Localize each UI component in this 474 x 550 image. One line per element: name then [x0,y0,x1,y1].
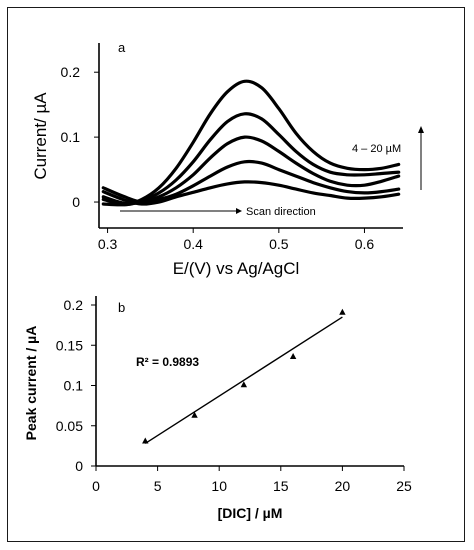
voltammogram-curve-3 [101,135,401,206]
voltammogram-curve-4 [101,112,401,207]
panel-b-x-tick-label: 15 [273,478,289,494]
panel-a-x-tick-label: 0.3 [98,236,118,252]
panel-b-y-tick-label: 0.05 [56,418,83,434]
panel-b-y-tick-label: 0.15 [56,337,83,353]
panel-b-label: b [118,300,125,315]
panel-b-scatter-chart: 0 0.05 0.1 0.15 0.2 0 5 10 15 20 25 b Peak curren… [23,296,412,521]
linear-fit-line [144,316,343,445]
voltammogram-curve-1 [101,180,401,206]
data-point-marker [240,381,248,388]
voltammogram-curve-5 [101,79,401,207]
panel-b-y-tick-label: 0.2 [64,297,84,313]
figure-frame [7,7,465,542]
panel-a-y-axis-label: Current/ µA [31,92,50,180]
data-point-marker [289,353,297,360]
panel-a-x-tick-label: 0.5 [269,236,289,252]
scan-direction-arrowhead [236,208,242,214]
panel-b-y-tick-label: 0.1 [64,378,84,394]
data-point-marker [339,308,346,315]
panel-b-y-axis-label: Peak current / µA [23,326,39,441]
panel-a-y-tick-label: 0.2 [61,64,81,80]
panel-a-y-tick-label: 0.1 [61,129,81,145]
panel-b-x-tick-label: 0 [92,478,100,494]
panel-a-x-axis-label: E/(V) vs Ag/AgCl [173,259,300,278]
panel-b-x-tick-label: 25 [396,478,412,494]
panel-a-x-tick-label: 0.4 [183,236,203,252]
r-squared-label: R² = 0.9893 [136,355,199,369]
concentration-arrowhead [418,126,424,133]
panel-a-y-tick-label: 0 [72,194,80,210]
scan-direction-label: Scan direction [246,206,316,218]
data-point-marker [191,411,198,418]
data-point-marker [142,437,149,444]
panel-b-x-tick-label: 10 [211,478,227,494]
panel-a-label: a [118,40,126,55]
panel-b-x-tick-label: 5 [154,478,162,494]
panel-b-x-axis-label: [DIC] / µM [218,505,283,521]
voltammogram-curve-2 [101,159,401,204]
panel-a-x-tick-label: 0.6 [355,236,375,252]
concentration-range-label: 4 – 20 µM [352,143,401,155]
panel-b-y-tick-label: 0 [75,458,83,474]
panel-b-x-tick-label: 20 [335,478,351,494]
panel-a-line-chart: 0 0.1 0.2 0.3 0.4 0.5 0.6 a Current/ µA E/(V)… [31,40,424,278]
